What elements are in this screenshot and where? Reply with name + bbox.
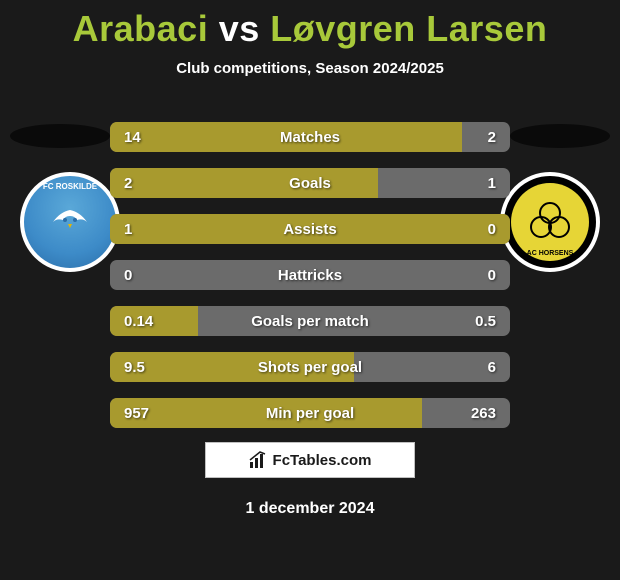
stat-right-value: 0 xyxy=(430,221,510,238)
stat-left-value: 0 xyxy=(110,267,190,284)
eagle-icon xyxy=(45,202,95,242)
page-title: Arabaci vs Løvgren Larsen xyxy=(0,0,620,50)
stat-right-value: 0 xyxy=(430,267,510,284)
stat-left-value: 2 xyxy=(110,175,190,192)
footer-brand-text: FcTables.com xyxy=(273,452,372,469)
stat-left-value: 14 xyxy=(110,129,190,146)
stat-label: Hattricks xyxy=(190,267,430,284)
stats-container: 14Matches22Goals11Assists00Hattricks00.1… xyxy=(110,122,510,444)
title-player1: Arabaci xyxy=(73,8,209,49)
stat-label: Assists xyxy=(190,221,430,238)
chart-icon xyxy=(249,451,267,469)
stat-label: Goals xyxy=(190,175,430,192)
subtitle: Club competitions, Season 2024/2025 xyxy=(0,60,620,77)
club-logo-left xyxy=(20,172,120,272)
stat-right-value: 1 xyxy=(430,175,510,192)
stat-right-value: 263 xyxy=(430,405,510,422)
stat-right-value: 0.5 xyxy=(430,313,510,330)
date-text: 1 december 2024 xyxy=(0,500,620,518)
stat-row: 14Matches2 xyxy=(110,122,510,152)
stat-left-value: 957 xyxy=(110,405,190,422)
stat-right-value: 6 xyxy=(430,359,510,376)
footer-brand-badge: FcTables.com xyxy=(205,442,415,478)
stat-row: 0Hattricks0 xyxy=(110,260,510,290)
stat-left-value: 9.5 xyxy=(110,359,190,376)
stat-right-value: 2 xyxy=(430,129,510,146)
logo-right-inner xyxy=(511,183,589,261)
stat-row: 1Assists0 xyxy=(110,214,510,244)
stat-left-value: 1 xyxy=(110,221,190,238)
stat-label: Goals per match xyxy=(190,313,430,330)
stat-row: 2Goals1 xyxy=(110,168,510,198)
shadow-left xyxy=(10,124,110,148)
title-vs: vs xyxy=(208,8,270,49)
stat-label: Shots per goal xyxy=(190,359,430,376)
stat-label: Matches xyxy=(190,129,430,146)
stat-left-value: 0.14 xyxy=(110,313,190,330)
rings-icon xyxy=(530,202,570,242)
stat-row: 9.5Shots per goal6 xyxy=(110,352,510,382)
club-logo-right xyxy=(500,172,600,272)
shadow-right xyxy=(510,124,610,148)
stat-row: 957Min per goal263 xyxy=(110,398,510,428)
stat-label: Min per goal xyxy=(190,405,430,422)
title-player2: Løvgren Larsen xyxy=(270,8,547,49)
stat-row: 0.14Goals per match0.5 xyxy=(110,306,510,336)
